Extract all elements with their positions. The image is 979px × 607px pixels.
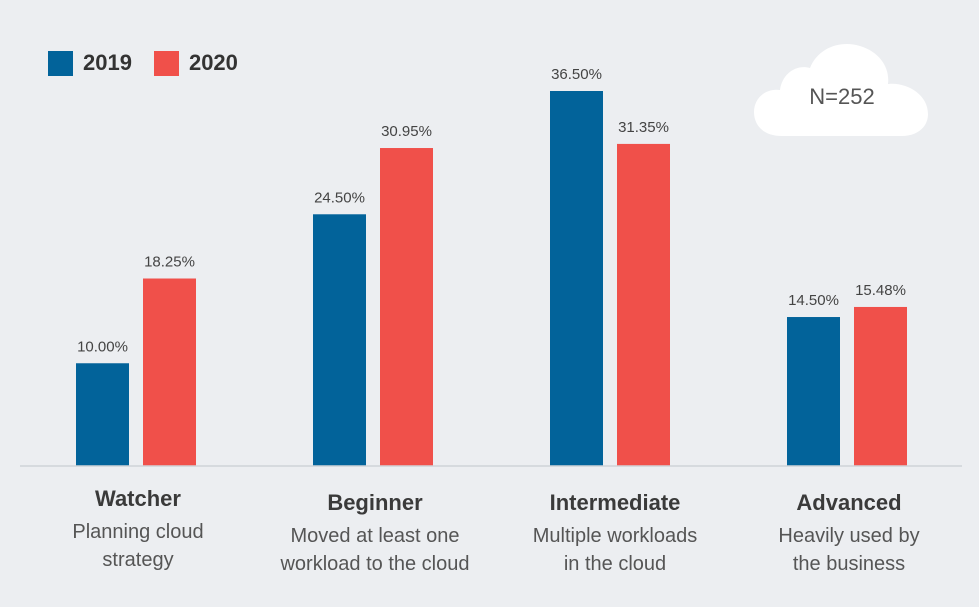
category-description-line2: in the cloud bbox=[563, 553, 667, 575]
value-labels-group: 10.00% 18.25% 24.50% 30.95% 36.50% 31.35% 14.5… bbox=[77, 66, 906, 355]
bar-watcher-2019 bbox=[76, 363, 129, 466]
value-label-intermediate-2020: 31.35% bbox=[618, 119, 669, 136]
category-beginner: Beginner Moved at least one workload to … bbox=[255, 490, 495, 578]
value-label-watcher-2019: 10.00% bbox=[77, 338, 128, 355]
legend-item-2019: 2019 bbox=[48, 50, 132, 76]
value-label-advanced-2020: 15.48% bbox=[855, 282, 906, 299]
legend-swatch-2020 bbox=[153, 50, 179, 76]
category-title: Watcher bbox=[95, 486, 181, 511]
category-description-line1: Multiple workloads bbox=[532, 525, 698, 547]
category-description-line2: strategy bbox=[102, 549, 174, 571]
bar-advanced-2020 bbox=[854, 306, 907, 466]
legend-item-2020: 2020 bbox=[153, 50, 238, 76]
sample-size-badge: N=252 bbox=[809, 84, 875, 109]
category-description-line1: Heavily used by bbox=[778, 525, 920, 547]
category-advanced: Advanced Heavily used by the business bbox=[729, 490, 969, 578]
legend-label-2019: 2019 bbox=[83, 50, 132, 75]
bar-advanced-2019 bbox=[787, 317, 840, 466]
bar-beginner-2020 bbox=[380, 148, 433, 466]
bar-watcher-2020 bbox=[143, 278, 196, 466]
bar-intermediate-2020 bbox=[617, 143, 670, 467]
category-title: Beginner bbox=[327, 490, 423, 515]
cloud-icon bbox=[754, 44, 928, 136]
legend-label-2020: 2020 bbox=[188, 50, 238, 75]
value-label-advanced-2019: 14.50% bbox=[788, 292, 839, 309]
category-title: Advanced bbox=[796, 490, 902, 515]
value-label-watcher-2020: 18.25% bbox=[144, 254, 195, 271]
value-label-intermediate-2019: 36.50% bbox=[551, 66, 602, 83]
category-description-line2: the business bbox=[792, 553, 906, 575]
category-description-line1: Moved at least one bbox=[290, 525, 460, 547]
bar-intermediate-2019 bbox=[550, 91, 603, 466]
category-watcher: Watcher Planning cloud strategy bbox=[18, 486, 258, 574]
category-description-line1: Planning cloud bbox=[72, 521, 204, 543]
legend: 2019 2020 bbox=[48, 50, 238, 76]
bar-beginner-2019 bbox=[313, 214, 366, 466]
value-label-beginner-2019: 24.50% bbox=[314, 189, 365, 206]
bars-group bbox=[76, 91, 907, 467]
value-label-beginner-2020: 30.95% bbox=[381, 123, 432, 140]
category-intermediate: Intermediate Multiple workloads in the c… bbox=[495, 490, 735, 578]
category-description-line2: workload to the cloud bbox=[280, 553, 470, 575]
category-title: Intermediate bbox=[549, 490, 681, 515]
legend-swatch-2019 bbox=[48, 50, 73, 76]
